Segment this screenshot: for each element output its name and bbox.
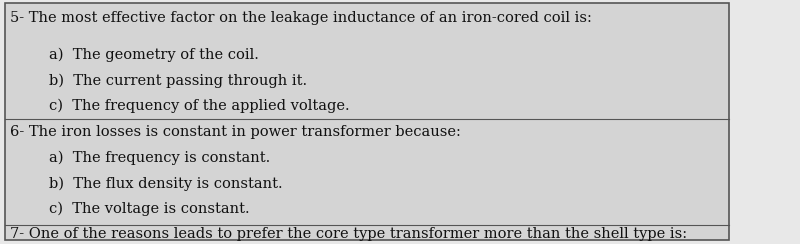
- Text: a)  The frequency is constant.: a) The frequency is constant.: [49, 151, 270, 165]
- Text: b)  The current passing through it.: b) The current passing through it.: [49, 73, 307, 88]
- Text: 5- The most effective factor on the leakage inductance of an iron-cored coil is:: 5- The most effective factor on the leak…: [10, 11, 592, 25]
- Text: c)  The voltage is constant.: c) The voltage is constant.: [49, 201, 250, 216]
- FancyBboxPatch shape: [5, 3, 729, 240]
- Text: c)  The frequency of the applied voltage.: c) The frequency of the applied voltage.: [49, 98, 350, 113]
- Text: 7- One of the reasons leads to prefer the core type transformer more than the sh: 7- One of the reasons leads to prefer th…: [10, 227, 687, 241]
- Text: a)  The geometry of the coil.: a) The geometry of the coil.: [49, 48, 259, 62]
- Text: b)  The flux density is constant.: b) The flux density is constant.: [49, 176, 282, 191]
- Text: 6- The iron losses is constant in power transformer because:: 6- The iron losses is constant in power …: [10, 125, 461, 139]
